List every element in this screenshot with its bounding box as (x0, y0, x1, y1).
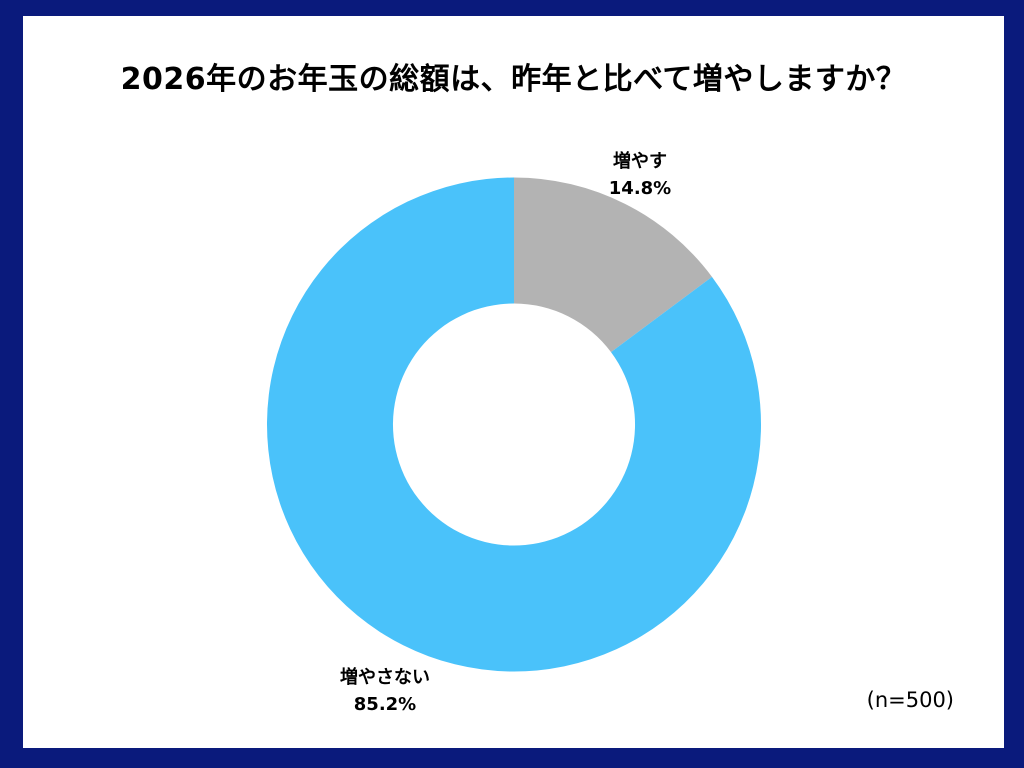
slice-label-increase-name: 増やす (612, 151, 667, 172)
slice-label-increase: 増やす 14.8% (609, 148, 671, 202)
slice-label-not-increase-value: 85.2% (353, 694, 417, 715)
slice-label-not-increase: 増やさない 85.2% (340, 664, 430, 718)
chart-title: 2026年のお年玉の総額は、昨年と比べて増やしますか？ (120, 62, 907, 97)
donut-slice-not-increase (266, 177, 761, 672)
chart-canvas: 2026年のお年玉の総額は、昨年と比べて増やしますか？ 増やす 14.8% 増や… (23, 16, 1004, 748)
donut-slice-increase (514, 177, 712, 353)
slice-label-increase-value: 14.8% (608, 178, 672, 199)
sample-size-note: (n=500) (866, 688, 954, 712)
slice-label-not-increase-name: 増やさない (340, 667, 430, 688)
donut-chart (266, 177, 761, 672)
